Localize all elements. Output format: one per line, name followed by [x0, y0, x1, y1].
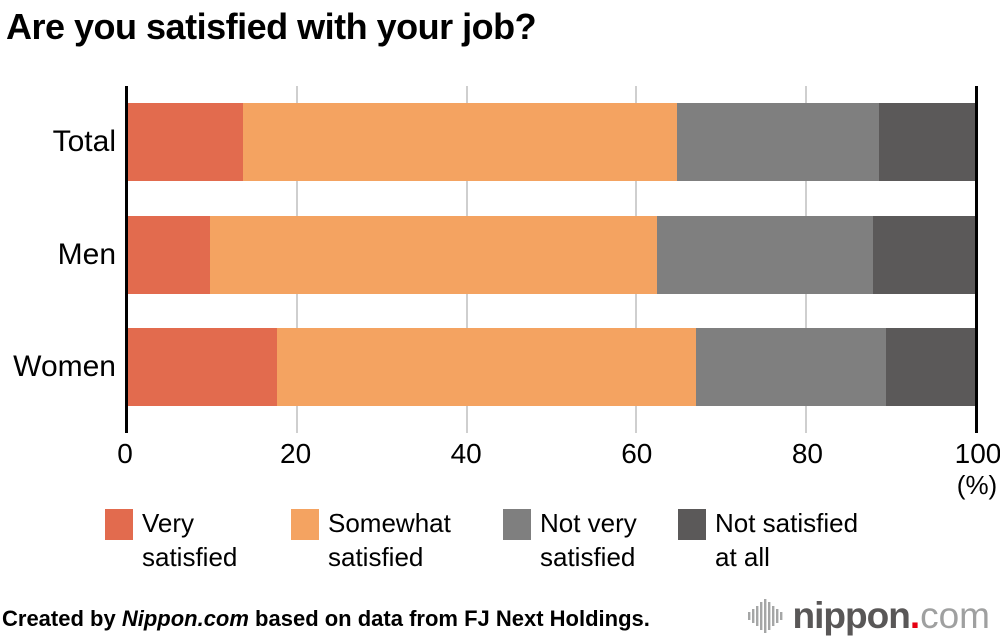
logo-wordmark: nippon	[792, 595, 911, 636]
bar-segment-not-satisfied-at-all	[886, 328, 975, 406]
x-tick-label-0: 0	[117, 438, 133, 469]
category-label-men: Men	[57, 237, 116, 271]
legend-swatch	[678, 509, 706, 540]
legend-swatch	[291, 509, 319, 540]
legend-item-very-satisfied: Very satisfied	[105, 506, 237, 574]
bar-segment-not-very-satisfied	[696, 328, 887, 406]
bar-segment-somewhat-satisfied	[277, 328, 697, 406]
legend-item-somewhat-satisfied: Somewhat satisfied	[291, 506, 451, 574]
logo-dot: .	[909, 595, 921, 636]
bar-segment-not-satisfied-at-all	[879, 103, 975, 181]
credit-source: Nippon.com	[121, 606, 249, 631]
legend-label: Very satisfied	[142, 508, 238, 572]
x-tick-label-20: 20	[280, 438, 312, 469]
legend-label: Somewhat satisfied	[328, 508, 451, 572]
credit-line: Created by Nippon.com based on data from…	[2, 606, 650, 632]
bar-women	[128, 328, 975, 406]
chart-title: Are you satisfied with your job?	[6, 6, 537, 47]
legend: Very satisfied Somewhat satisfied Not very sa…	[0, 506, 1000, 582]
category-label-total: Total	[52, 125, 116, 158]
x-tick-label-40: 40	[450, 438, 482, 469]
plot-area	[125, 86, 978, 433]
legend-swatch	[503, 509, 531, 540]
bar-segment-not-very-satisfied	[657, 215, 874, 294]
bar-men	[128, 215, 975, 294]
credit-prefix: Created by	[2, 606, 122, 631]
legend-swatch	[105, 509, 133, 540]
category-label-women: Women	[13, 350, 116, 383]
x-tick-label-80: 80	[791, 438, 823, 469]
bar-segment-very-satisfied	[128, 328, 278, 406]
nippon-com-logo: nippon . com	[747, 594, 990, 638]
x-axis: 0 20 40 60 80 100	[117, 438, 1000, 472]
bar-segment-very-satisfied	[128, 215, 211, 294]
bar-segment-somewhat-satisfied	[210, 215, 658, 294]
bar-total	[128, 103, 975, 181]
logo-tld: com	[920, 595, 990, 636]
legend-item-not-satisfied-at-all: Not satisfied at all	[678, 506, 858, 574]
bar-segment-not-very-satisfied	[676, 103, 880, 181]
x-axis-unit-label: (%)	[956, 470, 998, 500]
sound-wave-icon	[747, 599, 782, 633]
bar-segment-not-satisfied-at-all	[873, 215, 975, 294]
x-tick-label-100: 100	[954, 438, 1000, 469]
legend-label: Not very satisfied	[540, 508, 637, 572]
bar-segment-very-satisfied	[128, 103, 244, 181]
credit-suffix: based on data from FJ Next Holdings.	[248, 606, 650, 631]
bar-segment-somewhat-satisfied	[243, 103, 677, 181]
legend-label: Not satisfied at all	[715, 508, 859, 572]
x-tick-label-60: 60	[621, 438, 653, 469]
legend-item-not-very-satisfied: Not very satisfied	[503, 506, 637, 574]
